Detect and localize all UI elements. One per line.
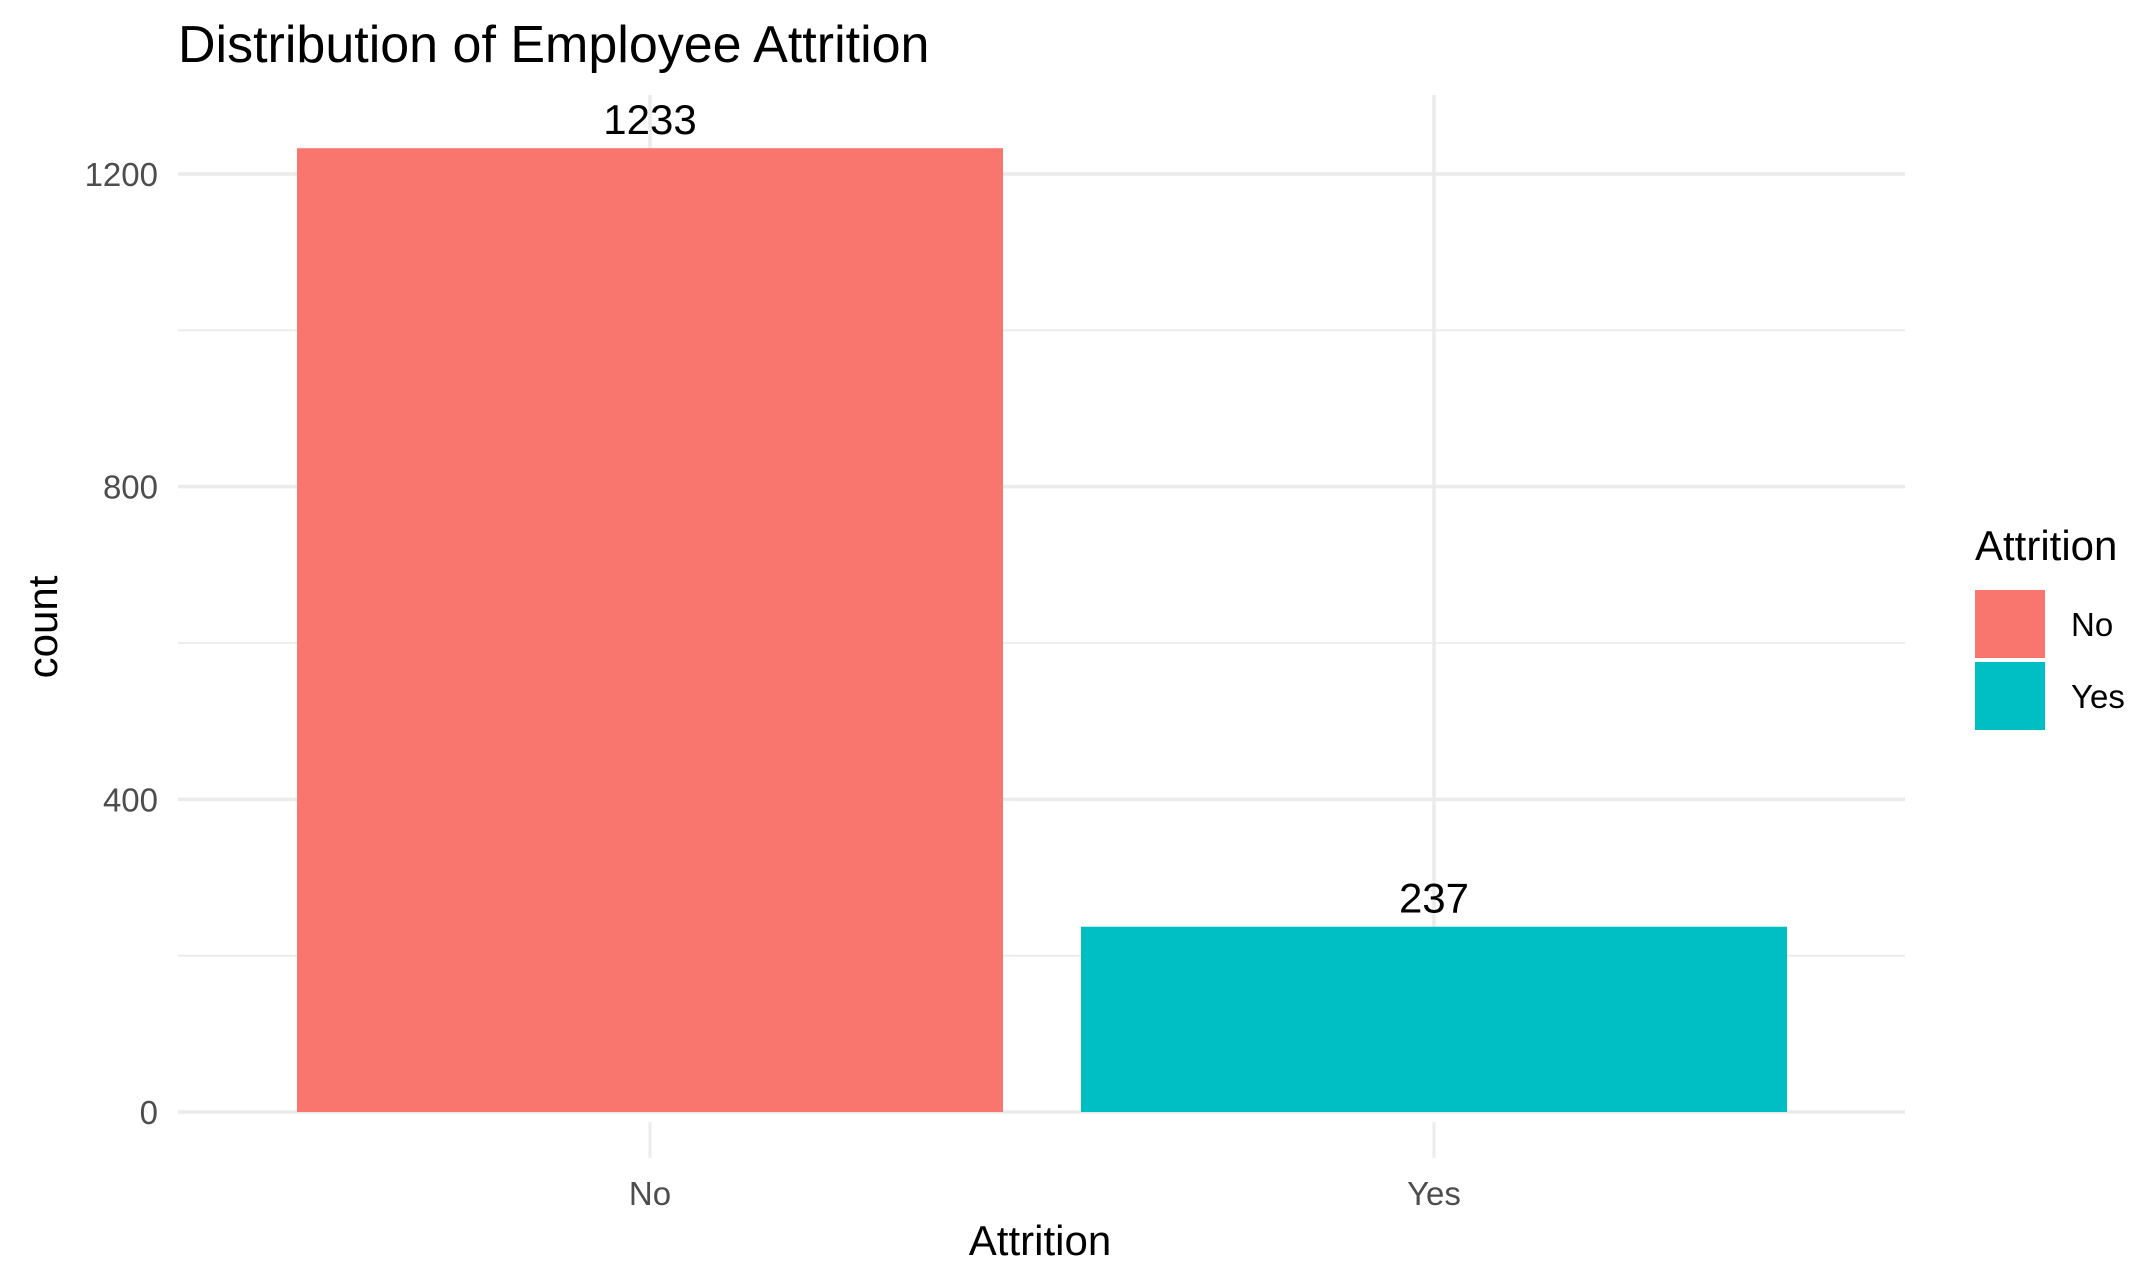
- bars: [297, 148, 1787, 1112]
- legend: Attrition No Yes: [1975, 522, 2125, 730]
- legend-entries: No Yes: [1975, 590, 2125, 730]
- legend-key-yes: [1975, 662, 2045, 730]
- y-tick-label: 0: [140, 1094, 158, 1131]
- x-tick-label: Yes: [1407, 1175, 1461, 1212]
- bar-no: [297, 148, 1003, 1112]
- y-tick-label: 1200: [85, 156, 158, 193]
- bar-yes: [1081, 926, 1787, 1112]
- legend-label-no: No: [2071, 606, 2113, 643]
- x-axis-title: Attrition: [969, 1217, 1111, 1264]
- data-label-yes: 237: [1399, 875, 1469, 922]
- chart-title: Distribution of Employee Attrition: [178, 16, 929, 74]
- y-axis-title: count: [19, 575, 66, 678]
- y-axis-ticks: 0 400 800 1200: [85, 156, 158, 1131]
- legend-title: Attrition: [1975, 522, 2117, 569]
- data-label-no: 1233: [603, 96, 696, 143]
- y-tick-label: 800: [103, 469, 158, 506]
- legend-label-yes: Yes: [2071, 678, 2125, 715]
- data-labels: 1233 237: [603, 96, 1469, 922]
- x-axis-ticks: No Yes: [629, 1122, 1461, 1212]
- x-tick-label: No: [629, 1175, 671, 1212]
- legend-key-no: [1975, 590, 2045, 658]
- y-tick-label: 400: [103, 781, 158, 818]
